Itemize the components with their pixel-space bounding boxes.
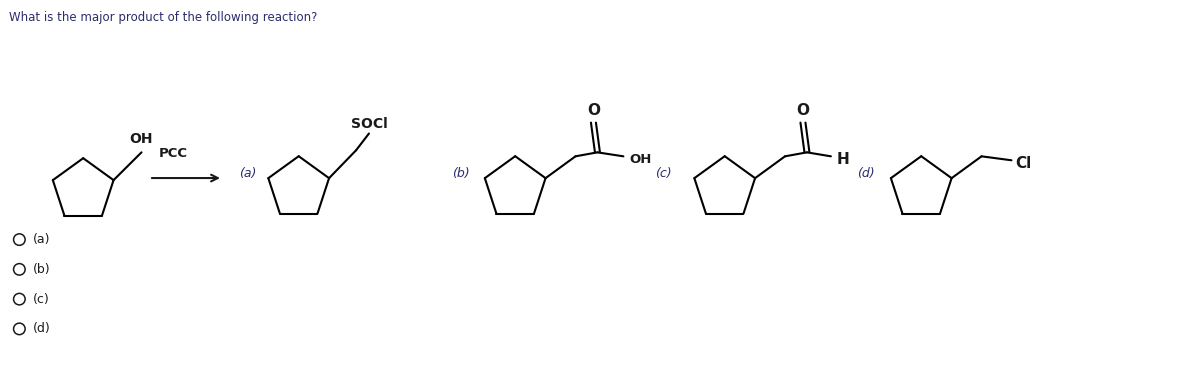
- Text: (d): (d): [858, 167, 875, 180]
- Text: (c): (c): [655, 167, 672, 180]
- Text: O: O: [587, 103, 600, 118]
- Text: (d): (d): [34, 322, 52, 335]
- Text: H: H: [836, 152, 850, 167]
- Text: (a): (a): [34, 233, 50, 246]
- Text: OH: OH: [130, 132, 154, 146]
- Text: What is the major product of the following reaction?: What is the major product of the followi…: [10, 11, 318, 24]
- Text: (b): (b): [34, 263, 50, 276]
- Text: Cl: Cl: [1015, 156, 1032, 171]
- Text: (b): (b): [452, 167, 470, 180]
- Text: (a): (a): [239, 167, 257, 180]
- Text: PCC: PCC: [158, 147, 187, 160]
- Text: SOCl: SOCl: [350, 117, 388, 131]
- Text: (c): (c): [34, 293, 50, 306]
- Text: OH: OH: [629, 153, 652, 166]
- Text: O: O: [797, 103, 810, 118]
